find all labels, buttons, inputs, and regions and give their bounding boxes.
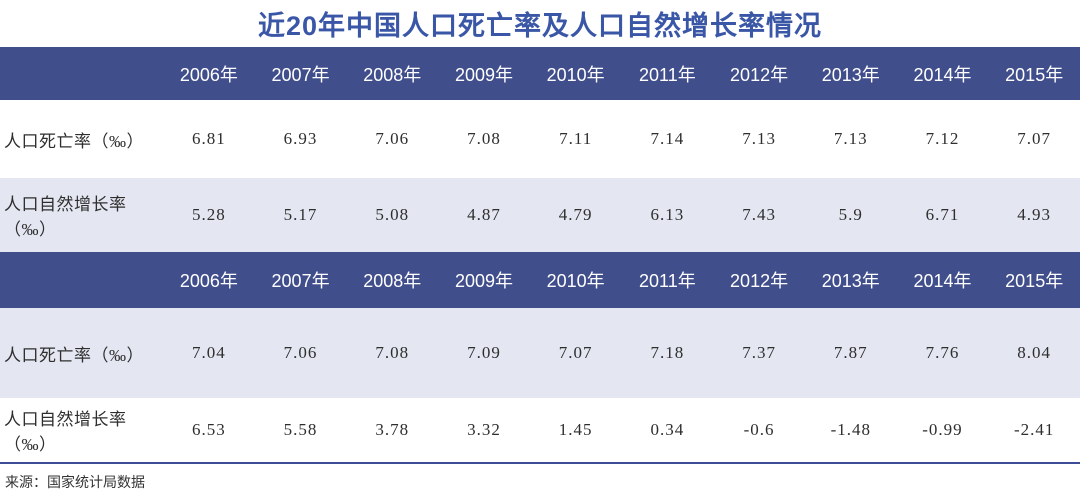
population-table-upper: 2006年 2007年 2008年 2009年 2010年 2011年 2012年 2013年… [0, 47, 1080, 252]
year-cell: 2015年 [1005, 271, 1064, 291]
year-cell: 2009年 [454, 64, 513, 85]
value-cell: 6.81 [191, 129, 226, 148]
value-cell: -0.6 [743, 420, 775, 439]
table-row: 人口自然增长率（‰） 6.53 5.58 3.78 3.32 1.45 0.34 -0.6 -1… [0, 398, 1080, 462]
value-cell: 7.08 [375, 343, 410, 362]
population-table-lower: 2006年 2007年 2008年 2009年 2010年 2011年 2012年 2013年… [0, 252, 1080, 462]
table-row: 人口死亡率（‰） 7.04 7.06 7.08 7.09 7.07 7.18 7.37 7.87… [0, 308, 1080, 398]
value-cell: 4.87 [467, 205, 501, 224]
value-cell: 7.12 [925, 129, 960, 148]
year-cell: 2007年 [271, 64, 330, 85]
row-label: 人口自然增长率（‰） [4, 195, 127, 239]
year-cell: 2015年 [1005, 64, 1064, 85]
value-cell: -1.48 [830, 420, 871, 439]
value-cell: 6.71 [925, 205, 960, 224]
year-cell: 2006年 [179, 271, 238, 291]
value-cell: 4.93 [1017, 205, 1052, 224]
year-cell: 2008年 [363, 64, 422, 85]
value-cell: 7.13 [742, 129, 776, 148]
value-cell: 7.06 [375, 129, 410, 148]
value-cell: 7.43 [742, 205, 776, 224]
value-cell: 5.9 [838, 205, 863, 224]
row-label: 人口死亡率（‰） [4, 131, 144, 151]
value-cell: 7.09 [467, 343, 501, 362]
footer: 来源：国家统计局数据 [0, 462, 1080, 497]
value-cell: 7.13 [833, 129, 868, 148]
value-cell: 7.06 [283, 343, 318, 362]
value-cell: 7.18 [650, 343, 685, 362]
value-cell: 7.11 [559, 129, 593, 148]
value-cell: 5.58 [283, 420, 318, 439]
value-cell: 8.04 [1017, 343, 1052, 362]
value-cell: 7.14 [650, 129, 685, 148]
year-cell: 2013年 [821, 64, 880, 85]
value-cell: 3.78 [375, 420, 410, 439]
value-cell: 7.08 [467, 129, 501, 148]
year-cell: 2013年 [821, 271, 880, 291]
value-cell: 0.34 [650, 420, 685, 439]
value-cell: 5.08 [375, 205, 410, 224]
year-cell: 2011年 [639, 271, 696, 291]
year-cell: 2014年 [913, 271, 972, 291]
year-cell: 2007年 [271, 271, 330, 291]
year-cell: 2012年 [730, 64, 789, 85]
value-cell: 7.07 [558, 343, 593, 362]
value-cell: 5.28 [191, 205, 226, 224]
year-cell: 2014年 [913, 64, 972, 85]
year-cell: 2010年 [546, 64, 605, 85]
year-header-row: 2006年 2007年 2008年 2009年 2010年 2011年 2012年 2013年… [0, 47, 1080, 100]
row-label: 人口死亡率（‰） [4, 345, 144, 365]
row-label: 人口自然增长率（‰） [4, 410, 127, 454]
table-row: 人口死亡率（‰） 6.81 6.93 7.06 7.08 7.11 7.14 7.13 7.13… [0, 100, 1080, 178]
value-cell: -2.41 [1013, 420, 1055, 439]
value-cell: 1.45 [558, 420, 593, 439]
value-cell: 7.87 [833, 343, 868, 362]
value-cell: 7.04 [191, 343, 226, 362]
value-cell: 5.17 [283, 205, 318, 224]
value-cell: 7.37 [742, 343, 776, 362]
page-title: 近20年中国人口死亡率及人口自然增长率情况 [257, 11, 823, 41]
year-cell: 2012年 [730, 271, 789, 291]
value-cell: 4.79 [558, 205, 593, 224]
value-cell: 6.93 [283, 129, 318, 148]
year-header-row: 2006年 2007年 2008年 2009年 2010年 2011年 2012年 2013年… [0, 252, 1080, 308]
table-row: 人口自然增长率（‰） 5.28 5.17 5.08 4.87 4.79 6.13 7.43 5.… [0, 178, 1080, 252]
title-bar: 近20年中国人口死亡率及人口自然增长率情况 [0, 0, 1080, 47]
value-cell: 7.76 [925, 343, 960, 362]
year-cell: 2008年 [363, 271, 422, 291]
source-text: 来源：国家统计局数据 [5, 474, 145, 490]
value-cell: 6.53 [191, 420, 226, 439]
value-cell: -0.99 [922, 420, 963, 439]
value-cell: 3.32 [467, 420, 501, 439]
value-cell: 7.07 [1017, 129, 1052, 148]
value-cell: 6.13 [650, 205, 685, 224]
year-cell: 2011年 [639, 64, 696, 85]
year-cell: 2010年 [546, 271, 605, 291]
year-cell: 2006年 [179, 64, 238, 85]
year-cell: 2009年 [454, 271, 513, 291]
